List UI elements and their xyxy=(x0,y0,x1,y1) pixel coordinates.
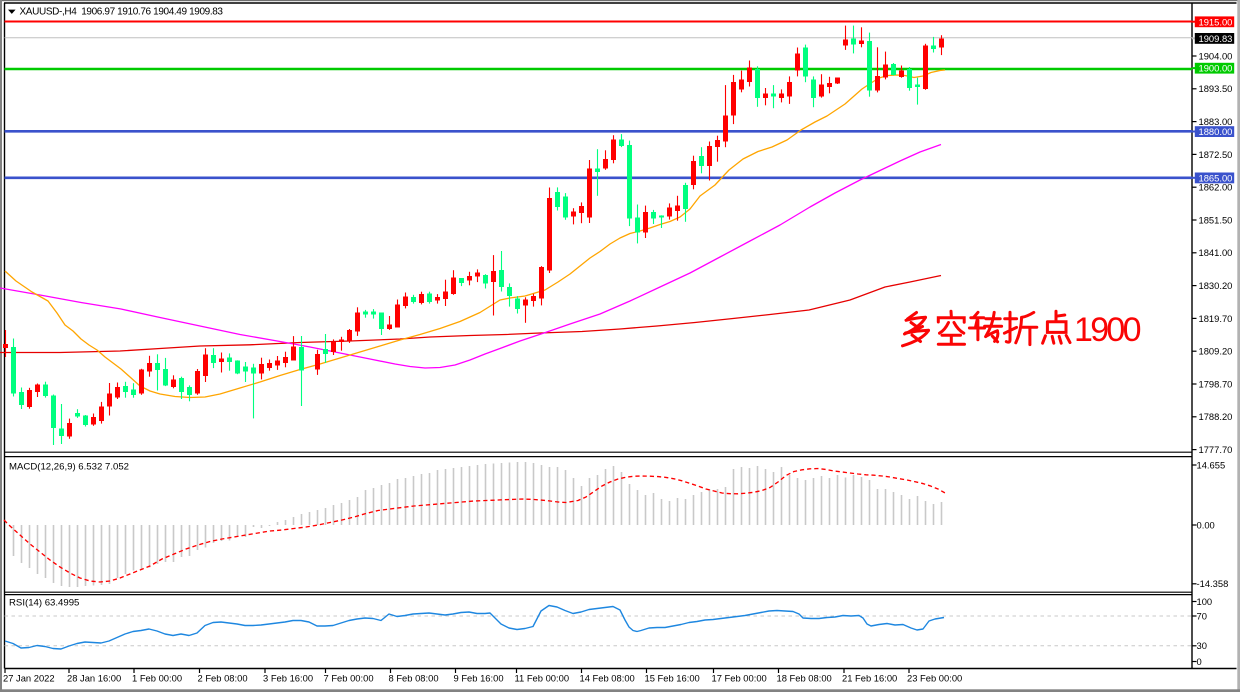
svg-text:1788.20: 1788.20 xyxy=(1199,411,1233,422)
svg-text:100: 100 xyxy=(1197,596,1213,607)
svg-text:1872.50: 1872.50 xyxy=(1199,149,1233,160)
svg-text:1841.00: 1841.00 xyxy=(1199,247,1233,258)
svg-text:XAUUSD-,H4 1906.97 1910.76 19: XAUUSD-,H4 1906.97 1910.76 1904.49 1909.… xyxy=(20,7,224,18)
svg-text:1830.20: 1830.20 xyxy=(1199,280,1233,291)
svg-text:1777.70: 1777.70 xyxy=(1199,444,1233,455)
svg-text:1862.00: 1862.00 xyxy=(1199,182,1233,193)
svg-text:27 Jan 2022: 27 Jan 2022 xyxy=(3,673,55,684)
svg-text:21 Feb 16:00: 21 Feb 16:00 xyxy=(842,673,897,684)
svg-text:70: 70 xyxy=(1197,610,1207,621)
svg-text:30: 30 xyxy=(1197,640,1207,651)
svg-text:0: 0 xyxy=(1197,656,1202,667)
svg-text:14 Feb 08:00: 14 Feb 08:00 xyxy=(580,673,635,684)
svg-text:1819.70: 1819.70 xyxy=(1199,313,1233,324)
svg-text:15 Feb 16:00: 15 Feb 16:00 xyxy=(645,673,700,684)
svg-text:1900: 1900 xyxy=(1074,311,1141,349)
svg-text:17 Feb 00:00: 17 Feb 00:00 xyxy=(712,673,767,684)
svg-text:2 Feb 08:00: 2 Feb 08:00 xyxy=(198,673,248,684)
svg-text:1865.00: 1865.00 xyxy=(1199,172,1233,183)
svg-text:14.655: 14.655 xyxy=(1197,459,1226,470)
svg-text:8 Feb 08:00: 8 Feb 08:00 xyxy=(389,673,439,684)
svg-text:1893.50: 1893.50 xyxy=(1199,83,1233,94)
svg-text:1809.20: 1809.20 xyxy=(1199,346,1233,357)
svg-text:1798.70: 1798.70 xyxy=(1199,378,1233,389)
svg-text:7 Feb 00:00: 7 Feb 00:00 xyxy=(324,673,374,684)
svg-text:28 Jan 16:00: 28 Jan 16:00 xyxy=(67,673,121,684)
svg-text:-14.358: -14.358 xyxy=(1197,578,1229,589)
svg-text:11 Feb 00:00: 11 Feb 00:00 xyxy=(515,673,570,684)
svg-text:1915.00: 1915.00 xyxy=(1199,16,1233,27)
svg-text:9 Feb 16:00: 9 Feb 16:00 xyxy=(454,673,504,684)
svg-text:1900.00: 1900.00 xyxy=(1199,63,1233,74)
svg-text:1880.00: 1880.00 xyxy=(1199,126,1233,137)
svg-text:MACD(12,26,9) 6.532 7.052: MACD(12,26,9) 6.532 7.052 xyxy=(9,462,129,473)
svg-text:1 Feb 00:00: 1 Feb 00:00 xyxy=(132,673,182,684)
svg-text:23 Feb 00:00: 23 Feb 00:00 xyxy=(907,673,962,684)
svg-text:1883.00: 1883.00 xyxy=(1199,116,1233,127)
svg-text:0.00: 0.00 xyxy=(1197,519,1215,530)
svg-text:18 Feb 08:00: 18 Feb 08:00 xyxy=(777,673,832,684)
svg-text:1851.50: 1851.50 xyxy=(1199,214,1233,225)
svg-text:3 Feb 16:00: 3 Feb 16:00 xyxy=(263,673,313,684)
svg-text:RSI(14) 63.4995: RSI(14) 63.4995 xyxy=(9,598,79,609)
svg-text:1909.83: 1909.83 xyxy=(1199,33,1233,44)
svg-text:1904.00: 1904.00 xyxy=(1199,50,1233,61)
